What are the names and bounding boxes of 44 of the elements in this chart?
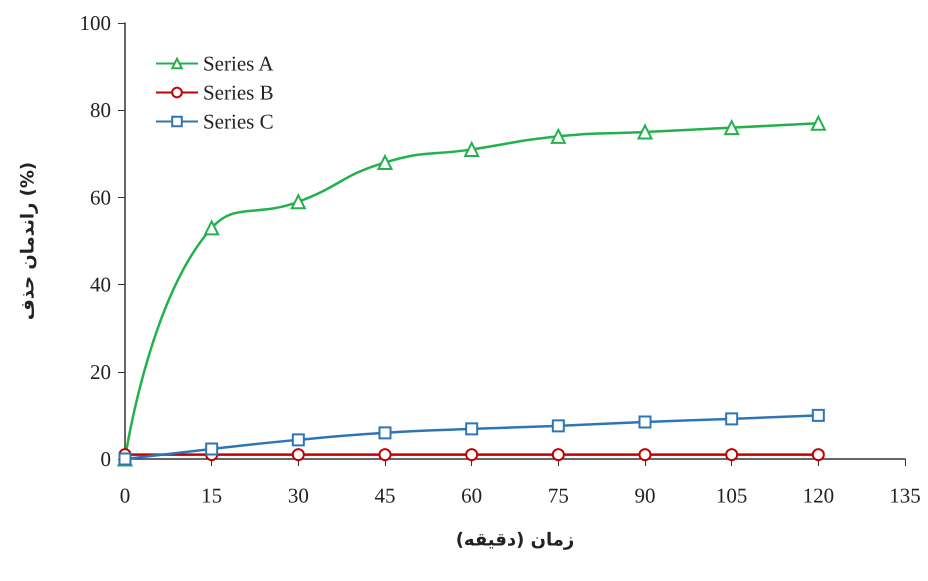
legend-label: Series B: [203, 80, 274, 104]
y-tick-label: 100: [80, 11, 111, 35]
point: [465, 422, 478, 436]
point: [552, 448, 565, 462]
point: [378, 155, 392, 170]
point: [725, 448, 738, 462]
legend-label: Series A: [203, 52, 274, 76]
x-tick-label: 60: [461, 484, 482, 508]
point: [292, 448, 305, 462]
point: [638, 124, 652, 140]
x-tick-label: 75: [548, 484, 569, 508]
point: [464, 142, 480, 157]
legend-label: Series C: [203, 110, 274, 134]
point: [725, 412, 738, 426]
x-tick-label: 30: [288, 484, 309, 508]
point: [465, 448, 478, 462]
x-tick-label: 45: [374, 484, 396, 508]
x-tick-label: 0: [120, 484, 130, 508]
y-tick-label: 60: [90, 185, 111, 210]
point: [550, 128, 566, 144]
point: [204, 220, 220, 236]
point: [378, 448, 392, 462]
y-tick-label: 0: [100, 447, 111, 471]
point: [812, 408, 825, 422]
x-axis-title: زمان (دقیقه): [456, 530, 574, 550]
y-tick-label: 20: [90, 360, 111, 384]
point: [724, 120, 740, 136]
x-tick-label: 105: [716, 484, 748, 508]
point: [378, 426, 392, 440]
point: [810, 116, 826, 131]
point: [290, 194, 306, 210]
y-axis-title: راندمان حذف (%): [18, 162, 38, 320]
point: [638, 448, 652, 462]
x-tick-label: 15: [201, 484, 222, 508]
x-tick-label: 120: [802, 484, 834, 508]
x-tick-label: 135: [889, 484, 921, 508]
x-tick-label: 90: [634, 484, 656, 508]
point: [205, 442, 218, 456]
y-tick-label: 80: [90, 98, 111, 122]
point: [812, 448, 825, 462]
point: [638, 415, 652, 428]
point: [552, 419, 565, 432]
point: [292, 433, 305, 446]
y-tick-label: 40: [90, 272, 111, 297]
